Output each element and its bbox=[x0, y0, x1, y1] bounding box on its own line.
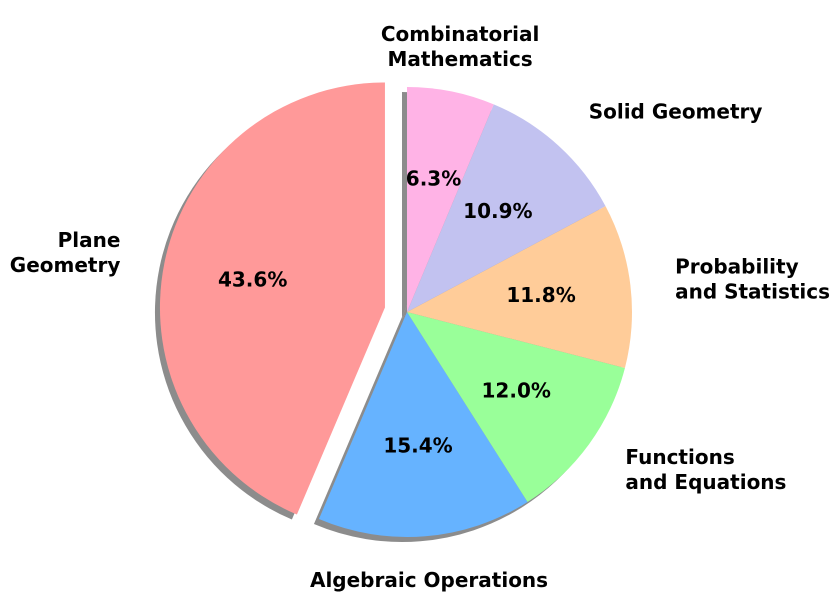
text-line: 12.0% bbox=[482, 378, 551, 402]
category-label: Functions and Equations bbox=[625, 445, 786, 494]
text-line: Probability bbox=[675, 254, 799, 278]
text-line: Functions bbox=[625, 445, 734, 469]
text-line: Geometry bbox=[10, 253, 121, 277]
slice bbox=[407, 87, 494, 312]
text-line: Plane bbox=[58, 228, 121, 252]
value-label: 6.3% bbox=[406, 166, 461, 190]
category-label: Solid Geometry bbox=[589, 99, 763, 123]
text-line: 11.8% bbox=[506, 282, 575, 306]
slice bbox=[407, 104, 606, 312]
text-line: Algebraic Operations bbox=[310, 568, 548, 592]
value-label: 11.8% bbox=[506, 282, 575, 306]
text-line: 15.4% bbox=[383, 433, 452, 457]
slice bbox=[159, 82, 385, 515]
text-line: Combinatorial bbox=[381, 21, 540, 45]
text-line: 10.9% bbox=[463, 199, 532, 223]
slice bbox=[407, 312, 625, 502]
slice bbox=[318, 312, 528, 537]
text-line: and Statistics bbox=[675, 279, 830, 303]
category-label: Combinatorial Mathematics bbox=[381, 21, 540, 70]
text-line: 43.6% bbox=[218, 267, 287, 291]
value-label: 12.0% bbox=[482, 378, 551, 402]
category-label: Algebraic Operations bbox=[310, 568, 548, 592]
text-line: Mathematics bbox=[387, 46, 532, 70]
text-line: 6.3% bbox=[406, 166, 461, 190]
text-line: and Equations bbox=[625, 470, 786, 494]
category-label: Plane Geometry bbox=[10, 228, 121, 277]
value-label: 15.4% bbox=[383, 433, 452, 457]
text-line: Solid Geometry bbox=[589, 99, 763, 123]
value-label: 43.6% bbox=[218, 267, 287, 291]
value-label: 10.9% bbox=[463, 199, 532, 223]
category-label: Probability and Statistics bbox=[675, 254, 830, 303]
slice bbox=[407, 206, 632, 368]
